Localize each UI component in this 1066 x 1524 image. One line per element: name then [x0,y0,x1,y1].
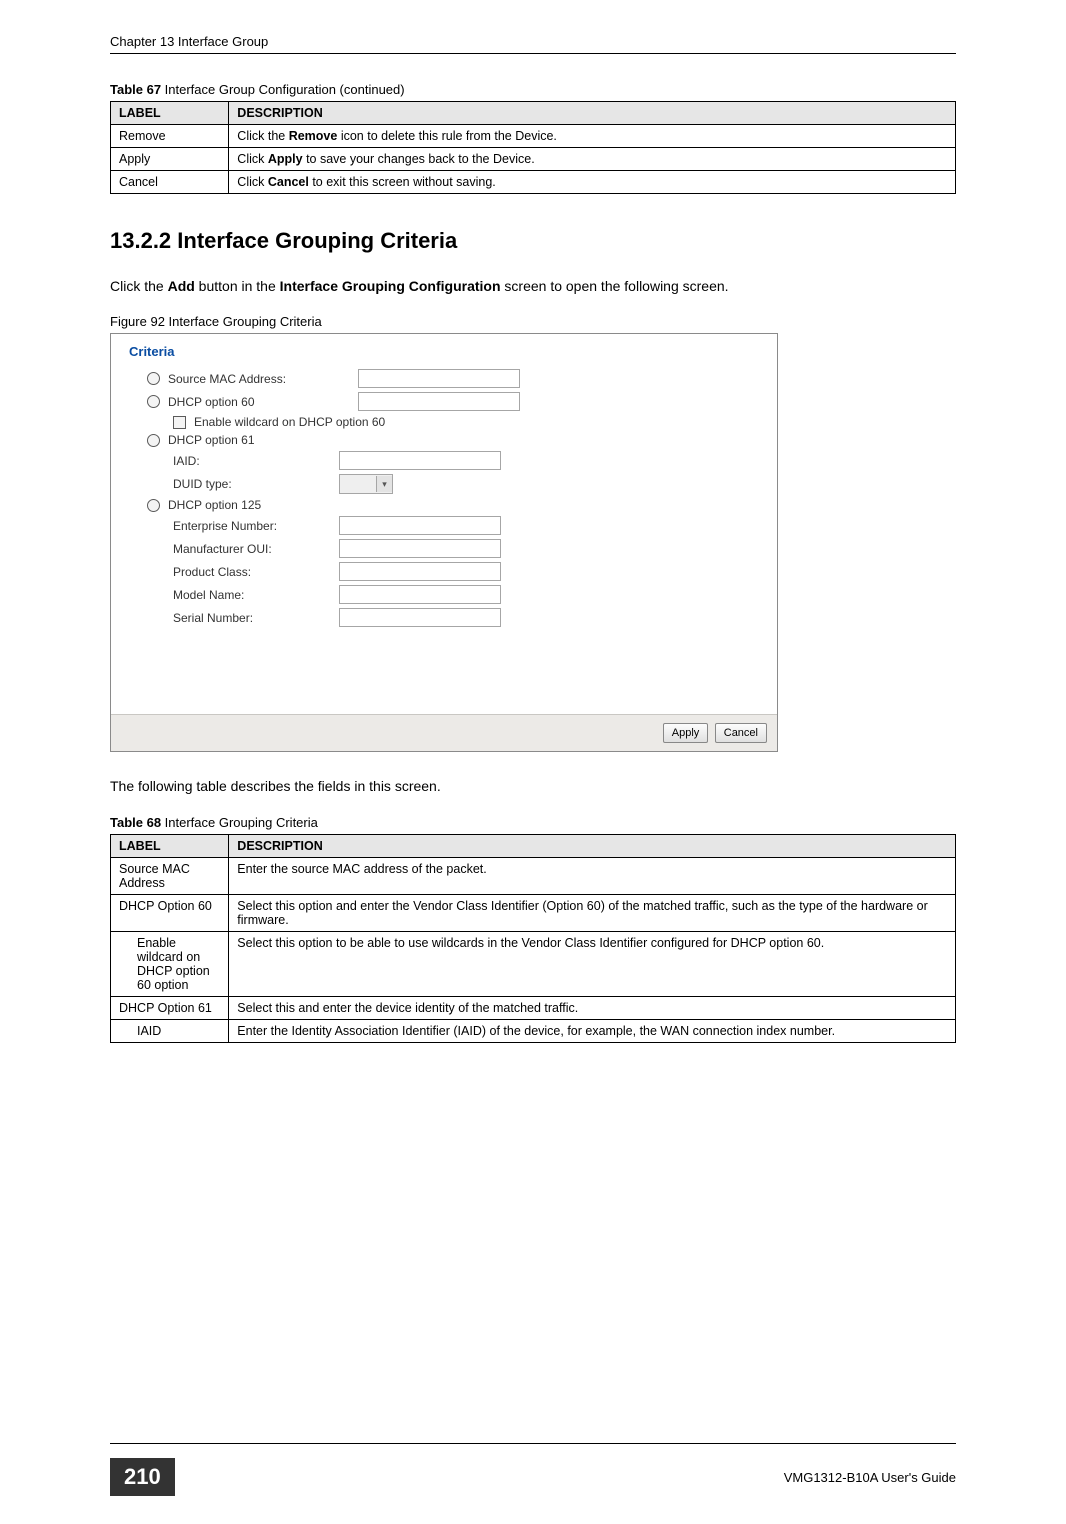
label-iaid: IAID: [173,454,339,468]
label-dhcp-61: DHCP option 61 [168,433,358,447]
input-iaid[interactable] [339,451,501,470]
table-68-head-label: LABEL [111,834,229,857]
select-duid-type[interactable]: ▾ [339,474,393,494]
figure-92-caption: Figure 92 Interface Grouping Criteria [110,314,956,329]
table-row: Remove Click the Remove icon to delete t… [111,125,956,148]
table-67-number: Table 67 [110,82,161,97]
table-68-caption: Table 68 Interface Grouping Criteria [110,815,956,830]
radio-dhcp-60[interactable] [147,395,160,408]
header-chapter: Chapter 13 Interface Group [110,34,268,49]
radio-source-mac[interactable] [147,372,160,385]
table-row: Source MAC AddressEnter the source MAC a… [111,857,956,894]
table-row: Enable wildcard on DHCP option 60 option… [111,931,956,996]
section-intro: Click the Add button in the Interface Gr… [110,276,956,296]
label-enterprise-number: Enterprise Number: [173,519,339,533]
label-source-mac: Source MAC Address: [168,372,358,386]
chevron-down-icon: ▾ [376,476,392,492]
footer-rule [110,1443,956,1444]
criteria-footer: Apply Cancel [111,714,777,751]
header-rule [110,53,956,54]
input-product-class[interactable] [339,562,501,581]
cell-label: Source MAC Address [111,857,229,894]
cell-desc: Click Apply to save your changes back to… [229,148,956,171]
criteria-screenshot: Criteria Source MAC Address: DHCP option… [110,333,778,752]
cell-label: Cancel [111,171,229,194]
section-heading: 13.2.2 Interface Grouping Criteria [110,228,956,254]
label-wildcard-60: Enable wildcard on DHCP option 60 [194,415,385,429]
label-model-name: Model Name: [173,588,339,602]
cell-desc: Enter the source MAC address of the pack… [229,857,956,894]
after-figure-text: The following table describes the fields… [110,776,956,796]
table-67-title: Interface Group Configuration (continued… [161,82,405,97]
label-manufacturer-oui: Manufacturer OUI: [173,542,339,556]
cell-label: Apply [111,148,229,171]
footer-guide: VMG1312-B10A User's Guide [784,1470,956,1485]
input-source-mac[interactable] [358,369,520,388]
table-row: DHCP Option 60Select this option and ent… [111,894,956,931]
table-67-caption: Table 67 Interface Group Configuration (… [110,82,956,97]
table-67-head-label: LABEL [111,102,229,125]
cell-label: IAID [111,1019,229,1042]
radio-dhcp-61[interactable] [147,434,160,447]
label-serial-number: Serial Number: [173,611,339,625]
table-68: LABEL DESCRIPTION Source MAC AddressEnte… [110,834,956,1043]
input-serial-number[interactable] [339,608,501,627]
cell-desc: Click the Remove icon to delete this rul… [229,125,956,148]
figure-92-number: Figure 92 [110,314,165,329]
label-dhcp-125: DHCP option 125 [168,498,358,512]
label-dhcp-60: DHCP option 60 [168,395,358,409]
cell-label: Remove [111,125,229,148]
table-row: Apply Click Apply to save your changes b… [111,148,956,171]
table-row: Cancel Click Cancel to exit this screen … [111,171,956,194]
input-enterprise-number[interactable] [339,516,501,535]
cell-label: DHCP Option 61 [111,996,229,1019]
checkbox-wildcard-60[interactable] [173,416,186,429]
cell-desc: Select this option to be able to use wil… [229,931,956,996]
apply-button[interactable]: Apply [663,723,709,743]
table-68-title: Interface Grouping Criteria [161,815,318,830]
cell-desc: Select this and enter the device identit… [229,996,956,1019]
table-68-number: Table 68 [110,815,161,830]
input-model-name[interactable] [339,585,501,604]
figure-92-title: Interface Grouping Criteria [165,314,322,329]
table-68-head-desc: DESCRIPTION [229,834,956,857]
cell-desc: Enter the Identity Association Identifie… [229,1019,956,1042]
cancel-button[interactable]: Cancel [715,723,767,743]
cell-label: DHCP Option 60 [111,894,229,931]
label-duid: DUID type: [173,477,339,491]
table-row: IAIDEnter the Identity Association Ident… [111,1019,956,1042]
radio-dhcp-125[interactable] [147,499,160,512]
cell-desc: Click Cancel to exit this screen without… [229,171,956,194]
table-67-head-desc: DESCRIPTION [229,102,956,125]
table-67: LABEL DESCRIPTION Remove Click the Remov… [110,101,956,194]
table-row: DHCP Option 61Select this and enter the … [111,996,956,1019]
input-dhcp-60[interactable] [358,392,520,411]
criteria-group-title: Criteria [129,344,759,359]
input-manufacturer-oui[interactable] [339,539,501,558]
cell-desc: Select this option and enter the Vendor … [229,894,956,931]
cell-label: Enable wildcard on DHCP option 60 option [111,931,229,996]
page-number: 210 [110,1458,175,1496]
label-product-class: Product Class: [173,565,339,579]
